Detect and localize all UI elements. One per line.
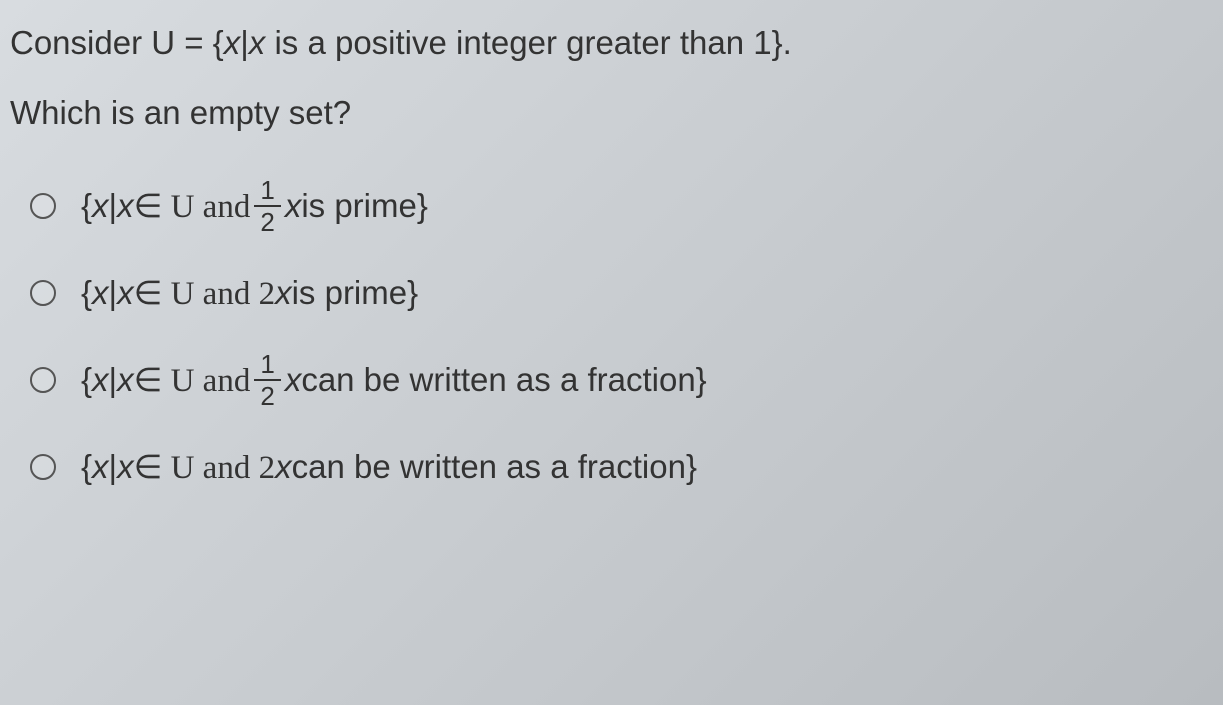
radio-icon[interactable] bbox=[30, 280, 56, 306]
var-x: x bbox=[285, 361, 302, 399]
bar: | bbox=[109, 448, 118, 486]
suffix: can be written as a fraction} bbox=[292, 448, 697, 486]
prompt-bar: | bbox=[240, 24, 249, 61]
suffix: can be written as a fraction} bbox=[301, 361, 706, 399]
option-4[interactable]: {x|x ∈ U and 2x can be written as a frac… bbox=[30, 447, 1213, 487]
option-1-text: {x|x ∈ U and12x is prime} bbox=[81, 177, 428, 235]
elem-text: ∈ U and 2 bbox=[134, 447, 275, 487]
radio-icon[interactable] bbox=[30, 367, 56, 393]
fraction-half: 12 bbox=[254, 351, 280, 409]
denominator: 2 bbox=[254, 207, 280, 235]
radio-icon[interactable] bbox=[30, 193, 56, 219]
var-x: x bbox=[117, 274, 134, 312]
brace-open: { bbox=[81, 448, 92, 486]
var-x: x bbox=[92, 187, 109, 225]
sub-question: Which is an empty set? bbox=[10, 94, 1213, 132]
suffix: is prime} bbox=[301, 187, 428, 225]
var-x: x bbox=[117, 448, 134, 486]
brace-open: { bbox=[81, 361, 92, 399]
elem-text: ∈ U and 2 bbox=[134, 273, 275, 313]
option-1[interactable]: {x|x ∈ U and12x is prime} bbox=[30, 177, 1213, 235]
radio-icon[interactable] bbox=[30, 454, 56, 480]
option-4-text: {x|x ∈ U and 2x can be written as a frac… bbox=[81, 447, 697, 487]
options-container: {x|x ∈ U and12x is prime} {x|x ∈ U and 2… bbox=[10, 177, 1213, 487]
var-x: x bbox=[117, 361, 134, 399]
fraction-half: 12 bbox=[254, 177, 280, 235]
bar: | bbox=[109, 187, 118, 225]
var-x: x bbox=[92, 448, 109, 486]
elem-text: ∈ U and bbox=[134, 186, 251, 226]
numerator: 1 bbox=[254, 351, 280, 381]
brace-open: { bbox=[81, 187, 92, 225]
brace-open: { bbox=[81, 274, 92, 312]
bar: | bbox=[109, 274, 118, 312]
option-2[interactable]: {x|x ∈ U and 2x is prime} bbox=[30, 273, 1213, 313]
option-3[interactable]: {x|x ∈ U and12x can be written as a frac… bbox=[30, 351, 1213, 409]
var-x: x bbox=[285, 187, 302, 225]
option-3-text: {x|x ∈ U and12x can be written as a frac… bbox=[81, 351, 707, 409]
elem-text: ∈ U and bbox=[134, 360, 251, 400]
prompt-var: x bbox=[224, 24, 241, 61]
prompt-var2: x bbox=[249, 24, 266, 61]
var-x: x bbox=[275, 448, 292, 486]
var-x: x bbox=[92, 274, 109, 312]
numerator: 1 bbox=[254, 177, 280, 207]
var-x: x bbox=[275, 274, 292, 312]
question-prompt: Consider U = {x|x is a positive integer … bbox=[10, 20, 1213, 66]
bar: | bbox=[109, 361, 118, 399]
var-x: x bbox=[117, 187, 134, 225]
prompt-prefix: Consider U = { bbox=[10, 24, 224, 61]
prompt-suffix: is a positive integer greater than 1}. bbox=[265, 24, 792, 61]
denominator: 2 bbox=[254, 381, 280, 409]
var-x: x bbox=[92, 361, 109, 399]
option-2-text: {x|x ∈ U and 2x is prime} bbox=[81, 273, 418, 313]
suffix: is prime} bbox=[292, 274, 419, 312]
